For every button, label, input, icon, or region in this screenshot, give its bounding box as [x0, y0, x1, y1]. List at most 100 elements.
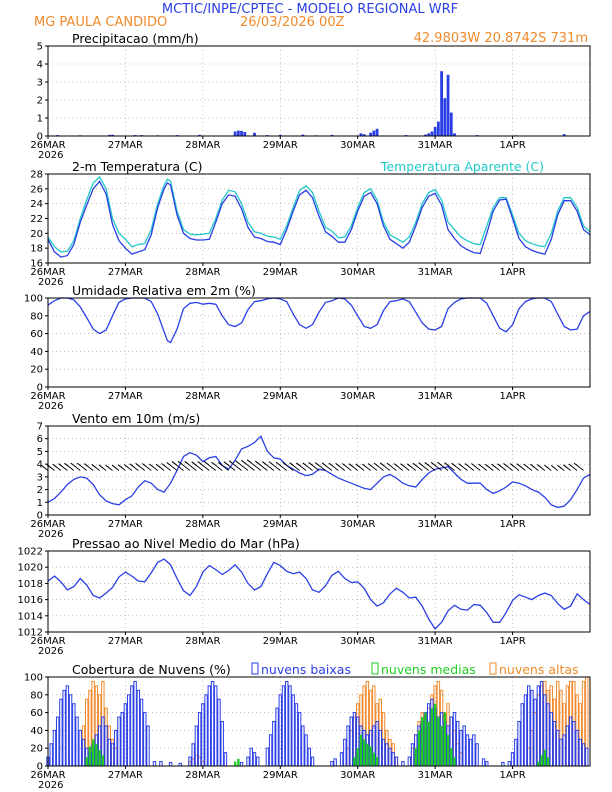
- wind-barb-flag: [418, 462, 424, 467]
- clouds-green-bar: [375, 757, 379, 766]
- clouds-green-bar: [440, 725, 443, 766]
- clouds-green-bar: [540, 755, 543, 766]
- precip-bar: [359, 133, 363, 136]
- wind-barb-flag: [386, 462, 392, 467]
- wind-barb-flag: [523, 463, 528, 468]
- clouds-green-bar: [433, 703, 437, 766]
- wind-barb-flag: [537, 464, 542, 469]
- precip-year-label: 2026: [38, 150, 63, 161]
- wind-day-label: 1APR: [499, 519, 525, 530]
- wind-barb-flag: [373, 462, 379, 467]
- precip-day-label: 27MAR: [108, 140, 143, 151]
- clouds-green-bar: [237, 758, 240, 766]
- precip-ytick-label: 1: [37, 114, 43, 125]
- clouds-green-bar: [233, 761, 237, 766]
- clouds-green-bar: [427, 721, 430, 766]
- precip-bar: [240, 130, 243, 136]
- precip-ytick-label: 2: [37, 96, 43, 107]
- wind-barb-flag: [509, 463, 515, 467]
- wind-barb-flag: [211, 461, 216, 466]
- clouds-ytick-label: 60: [30, 708, 43, 719]
- clouds-green-bar: [417, 730, 421, 766]
- model-title: MCTIC/INPE/CPTEC - MODELO REGIONAL WRF: [162, 2, 458, 17]
- wind-barb-flag: [58, 463, 63, 468]
- press-ytick-label: 1020: [18, 563, 43, 574]
- wind-barb-flag: [155, 463, 161, 468]
- clouds-ytick-label: 20: [30, 744, 43, 755]
- precip-bar: [301, 134, 305, 136]
- rh-ytick-label: 20: [30, 365, 43, 376]
- clouds-green-bar: [98, 749, 101, 766]
- press-day-label: 26MAR: [30, 636, 65, 647]
- rh-ytick-label: 60: [30, 329, 43, 340]
- temp-day-label: 31MAR: [418, 267, 453, 278]
- clouds-green-bar: [546, 757, 550, 766]
- wind-barb-flag: [412, 462, 418, 467]
- wind-barb-flag: [362, 463, 367, 468]
- wind-barb-flag: [444, 462, 449, 467]
- wind-day-label: 31MAR: [418, 519, 453, 530]
- wind-ytick-label: 2: [37, 485, 43, 496]
- clouds-day-label: 1APR: [499, 770, 525, 781]
- clouds-green-bar: [443, 712, 447, 766]
- wind-ytick-label: 0: [37, 511, 43, 522]
- temp-line-blue: [47, 180, 591, 258]
- clouds-green-bar: [88, 746, 92, 766]
- precip-bar: [375, 128, 379, 136]
- rh-day-label: 28MAR: [185, 391, 220, 402]
- wind-ytick-label: 5: [37, 447, 43, 458]
- rh-ytick-label: 0: [37, 383, 43, 394]
- press-ytick-label: 1022: [18, 547, 43, 558]
- legend-label-green: nuvens medias: [381, 662, 476, 677]
- precip-bar: [562, 134, 566, 136]
- wind-barb-flag: [166, 462, 172, 466]
- rh-day-label: 29MAR: [263, 391, 298, 402]
- press-day-label: 27MAR: [108, 636, 143, 647]
- precip-bar: [449, 112, 453, 136]
- wind-barb-flag: [557, 464, 562, 469]
- precip-day-label: 26MAR: [30, 140, 65, 151]
- wind-barb-flag: [129, 463, 135, 468]
- temp-line-cyan: [47, 175, 591, 253]
- wind-barb-flag: [503, 463, 508, 467]
- wind-barb-flag: [177, 460, 183, 465]
- press-day-label: 30MAR: [340, 636, 375, 647]
- precip-bar: [198, 134, 202, 136]
- precip-day-label: 29MAR: [263, 140, 298, 151]
- rh-day-label: 1APR: [499, 391, 525, 402]
- clouds-day-label: 28MAR: [185, 770, 220, 781]
- wind-barb-flag: [161, 463, 166, 467]
- clouds-green-bar: [356, 748, 359, 766]
- wind-frame: [47, 425, 591, 516]
- wind-barb-flag: [342, 463, 347, 467]
- wind-ytick-label: 1: [37, 498, 43, 509]
- wind-barb-flag: [315, 462, 320, 466]
- clouds-green-bar: [366, 743, 369, 766]
- wind-day-label: 26MAR: [30, 519, 65, 530]
- clouds-green-bar: [359, 734, 363, 766]
- coords-label: 42.9803W 20.8742S 731m: [414, 31, 588, 46]
- wind-barb-flag: [84, 463, 89, 468]
- wind-year-label: 2026: [38, 529, 63, 540]
- temp-title: 2-m Temperatura (C): [72, 159, 203, 174]
- wind-barb-flag: [184, 461, 189, 465]
- precip-bar: [424, 134, 427, 136]
- rh-frame: [47, 297, 591, 388]
- temp-year-label: 2026: [38, 277, 63, 288]
- clouds-green-bar: [372, 752, 376, 766]
- wind-barb-flag: [550, 465, 556, 469]
- press-panel: 26MAR 27MAR 28MAR 29MAR 30MAR 31MAR 1APR 2026 10…: [18, 536, 591, 657]
- temp-title-right: Temperatura Aparente (C): [380, 159, 544, 174]
- precip-ytick-label: 5: [37, 42, 43, 53]
- clouds-green-bar: [430, 708, 434, 766]
- precip-bar: [369, 132, 373, 136]
- wind-ytick-label: 4: [37, 460, 43, 471]
- wind-barb-flag: [117, 464, 123, 469]
- temp-ytick-label: 16: [30, 259, 43, 270]
- wind-barb-flag: [573, 462, 579, 467]
- clouds-panel: 26MAR 27MAR 28MAR 29MAR 30MAR 31MAR 1APR 2026 0 2…: [24, 662, 591, 791]
- clouds-green-bar: [369, 746, 372, 766]
- wind-barb-flag: [451, 462, 456, 467]
- precip-bar: [427, 133, 431, 136]
- press-day-label: 1APR: [499, 636, 525, 647]
